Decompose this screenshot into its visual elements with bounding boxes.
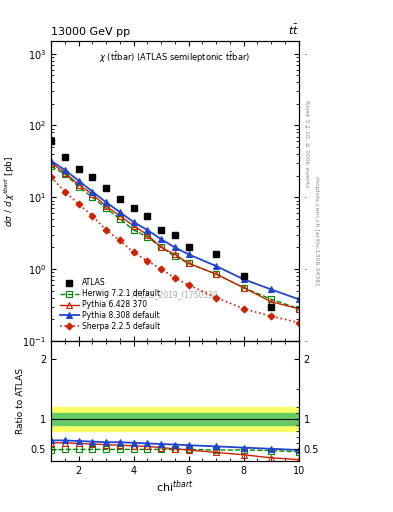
- Pythia 8.308 default: [49, 158, 53, 164]
- ATLAS: [159, 227, 163, 233]
- Sherpa 2.2.5 default: [173, 275, 177, 281]
- Herwig 7.2.1 default: [186, 260, 191, 266]
- Pythia 6.428 370: [76, 182, 81, 188]
- Bar: [51, 413, 299, 425]
- Pythia 8.308 default: [104, 199, 108, 205]
- Sherpa 2.2.5 default: [186, 282, 191, 288]
- Pythia 8.308 default: [62, 167, 67, 173]
- Pythia 6.428 370: [269, 298, 274, 305]
- Text: 13000 GeV pp: 13000 GeV pp: [51, 28, 130, 37]
- Line: ATLAS: ATLAS: [48, 138, 275, 310]
- Herwig 7.2.1 default: [118, 216, 122, 222]
- ATLAS: [118, 196, 122, 202]
- Bar: [51, 407, 299, 431]
- Herwig 7.2.1 default: [296, 306, 301, 312]
- Herwig 7.2.1 default: [241, 285, 246, 291]
- Pythia 6.428 370: [145, 232, 150, 238]
- Pythia 8.308 default: [118, 209, 122, 215]
- Pythia 6.428 370: [118, 213, 122, 219]
- Sherpa 2.2.5 default: [62, 188, 67, 195]
- ATLAS: [49, 138, 53, 144]
- Herwig 7.2.1 default: [76, 184, 81, 190]
- Sherpa 2.2.5 default: [214, 294, 219, 301]
- Sherpa 2.2.5 default: [296, 319, 301, 326]
- Legend: ATLAS, Herwig 7.2.1 default, Pythia 6.428 370, Pythia 8.308 default, Sherpa 2.2.: ATLAS, Herwig 7.2.1 default, Pythia 6.42…: [60, 279, 160, 331]
- Pythia 6.428 370: [241, 285, 246, 291]
- Herwig 7.2.1 default: [214, 271, 219, 277]
- Pythia 6.428 370: [62, 169, 67, 176]
- Sherpa 2.2.5 default: [104, 227, 108, 233]
- Pythia 6.428 370: [104, 203, 108, 209]
- ATLAS: [90, 174, 95, 180]
- Pythia 6.428 370: [173, 251, 177, 258]
- ATLAS: [62, 154, 67, 160]
- Pythia 6.428 370: [296, 306, 301, 312]
- X-axis label: chi$^{tbart}$: chi$^{tbart}$: [156, 478, 194, 495]
- Sherpa 2.2.5 default: [269, 313, 274, 319]
- ATLAS: [76, 165, 81, 172]
- Sherpa 2.2.5 default: [49, 174, 53, 180]
- Pythia 6.428 370: [90, 191, 95, 197]
- Line: Pythia 6.428 370: Pythia 6.428 370: [48, 160, 301, 311]
- Pythia 8.308 default: [241, 276, 246, 282]
- Y-axis label: Ratio to ATLAS: Ratio to ATLAS: [16, 368, 25, 434]
- Herwig 7.2.1 default: [269, 296, 274, 302]
- Herwig 7.2.1 default: [62, 171, 67, 177]
- Pythia 8.308 default: [214, 263, 219, 269]
- ATLAS: [186, 244, 191, 250]
- Pythia 6.428 370: [131, 223, 136, 229]
- Text: Rivet 3.1.10, ≥ 100k events: Rivet 3.1.10, ≥ 100k events: [305, 99, 310, 187]
- Herwig 7.2.1 default: [90, 194, 95, 200]
- Sherpa 2.2.5 default: [118, 238, 122, 244]
- ATLAS: [104, 185, 108, 191]
- Text: $t\bar{t}$: $t\bar{t}$: [288, 23, 299, 37]
- Line: Sherpa 2.2.5 default: Sherpa 2.2.5 default: [49, 175, 301, 325]
- ATLAS: [214, 251, 219, 258]
- Herwig 7.2.1 default: [131, 227, 136, 233]
- Y-axis label: $d\sigma$ / $d\,\chi^{tbart}$ [pb]: $d\sigma$ / $d\,\chi^{tbart}$ [pb]: [2, 155, 17, 226]
- Pythia 8.308 default: [269, 286, 274, 292]
- Pythia 8.308 default: [145, 227, 150, 233]
- Text: mcplots.cern.ch [arXiv:1306.3436]: mcplots.cern.ch [arXiv:1306.3436]: [314, 176, 320, 285]
- Pythia 8.308 default: [186, 251, 191, 258]
- Pythia 8.308 default: [173, 244, 177, 250]
- Herwig 7.2.1 default: [49, 163, 53, 169]
- ATLAS: [269, 304, 274, 310]
- Pythia 6.428 370: [159, 244, 163, 250]
- Pythia 8.308 default: [131, 219, 136, 225]
- Herwig 7.2.1 default: [159, 244, 163, 250]
- Herwig 7.2.1 default: [104, 205, 108, 211]
- Pythia 6.428 370: [186, 260, 191, 266]
- Herwig 7.2.1 default: [145, 234, 150, 240]
- Pythia 8.308 default: [159, 236, 163, 242]
- Sherpa 2.2.5 default: [131, 249, 136, 255]
- ATLAS: [173, 232, 177, 238]
- ATLAS: [241, 273, 246, 279]
- Pythia 6.428 370: [214, 271, 219, 277]
- Pythia 8.308 default: [76, 178, 81, 184]
- Text: ATLAS_2019_I1750330: ATLAS_2019_I1750330: [131, 290, 219, 299]
- Herwig 7.2.1 default: [173, 253, 177, 260]
- Line: Herwig 7.2.1 default: Herwig 7.2.1 default: [48, 163, 301, 311]
- Sherpa 2.2.5 default: [241, 306, 246, 312]
- Pythia 8.308 default: [90, 188, 95, 195]
- ATLAS: [131, 205, 136, 211]
- Line: Pythia 8.308 default: Pythia 8.308 default: [48, 158, 301, 302]
- Sherpa 2.2.5 default: [145, 258, 150, 264]
- Sherpa 2.2.5 default: [159, 266, 163, 272]
- Sherpa 2.2.5 default: [90, 213, 95, 219]
- Pythia 8.308 default: [296, 296, 301, 302]
- Text: $\chi$ (t$\bar{t}$bar) (ATLAS semileptonic t$\bar{t}$bar): $\chi$ (t$\bar{t}$bar) (ATLAS semilepton…: [99, 50, 250, 65]
- Sherpa 2.2.5 default: [76, 201, 81, 207]
- ATLAS: [145, 213, 150, 219]
- Pythia 6.428 370: [49, 160, 53, 166]
